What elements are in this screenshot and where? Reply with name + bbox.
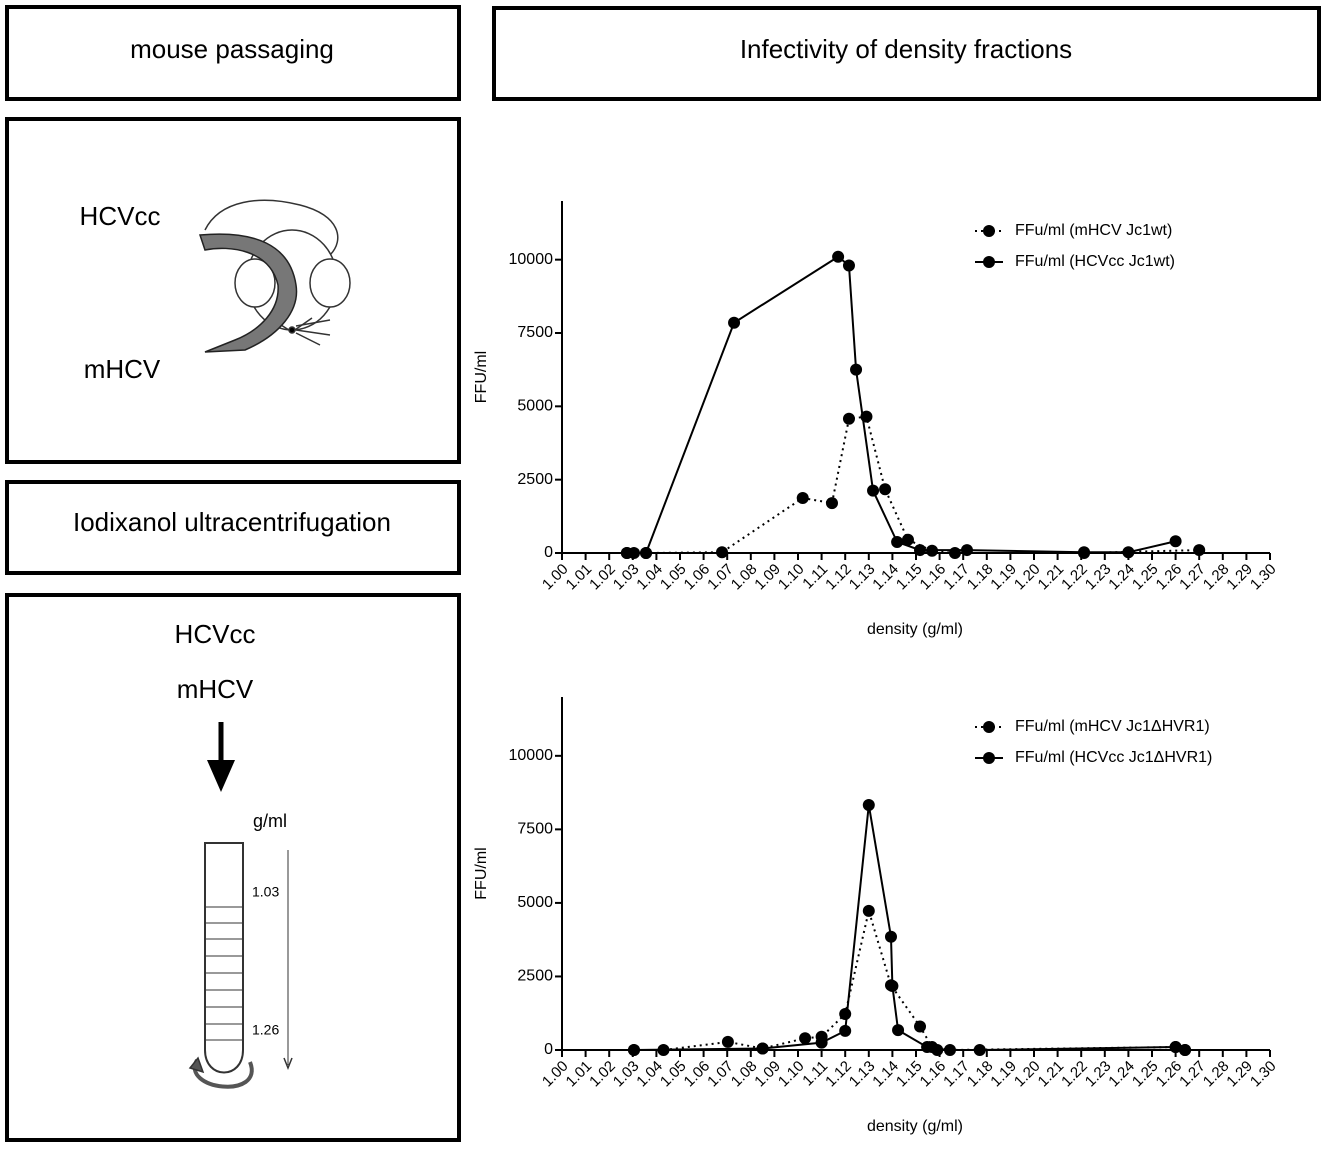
panel-title: Iodixanol ultracentrifugation: [73, 507, 391, 537]
y-axis-label: FFU/ml: [473, 847, 490, 899]
y-tick-label: 5000: [517, 894, 553, 911]
legend-marker: [983, 256, 995, 268]
y-tick-label: 2500: [517, 471, 553, 488]
y-tick-label: 0: [544, 1041, 553, 1058]
data-point: [640, 547, 653, 559]
data-point: [914, 1020, 927, 1033]
data-point: [914, 544, 927, 557]
down-arrow: [207, 722, 235, 792]
series-line: [633, 906, 1186, 1052]
virus-label: HCVcc: [175, 619, 256, 649]
data-point: [867, 484, 880, 497]
data-point: [931, 1044, 944, 1056]
x-tick-label: 1.30: [1247, 1058, 1280, 1091]
legend-marker: [983, 721, 995, 733]
data-point: [721, 1035, 734, 1048]
y-tick-label: 10000: [509, 747, 554, 764]
data-point: [839, 1024, 852, 1037]
data-point: [839, 1007, 852, 1020]
legend-label: FFu/ml (mHCV Jc1wt): [1015, 222, 1172, 239]
y-tick-label: 0: [544, 544, 553, 561]
data-point: [842, 412, 855, 425]
data-point: [1193, 544, 1206, 557]
data-point: [716, 546, 729, 559]
x-axis-label: density (g/ml): [867, 621, 963, 638]
y-tick-label: 2500: [517, 968, 553, 985]
data-point: [832, 250, 845, 263]
data-point: [1078, 546, 1091, 559]
y-tick-label: 7500: [517, 821, 553, 838]
y-tick-label: 7500: [517, 324, 553, 341]
panel-title: Infectivity of density fractions: [740, 34, 1072, 64]
y-tick-label: 10000: [509, 251, 554, 268]
data-point: [879, 483, 892, 496]
y-axis-label: FFU/ml: [473, 351, 490, 403]
data-point: [842, 259, 855, 272]
legend-label: FFu/ml (HCVcc Jc1wt): [1015, 253, 1175, 270]
charts: 0250050007500100001.001.011.021.031.041.…: [473, 201, 1280, 1135]
virus-label: mHCV: [177, 674, 254, 704]
data-point: [862, 904, 875, 917]
data-point: [886, 980, 899, 993]
mouse-illustration: [198, 199, 351, 353]
data-point: [921, 1041, 934, 1054]
panel-box: [5, 117, 461, 464]
data-point: [1179, 1044, 1192, 1056]
data-point: [892, 1024, 905, 1037]
x-axis-label: density (g/ml): [867, 1118, 963, 1135]
series-line: [626, 255, 1176, 554]
y-tick-label: 5000: [517, 398, 553, 415]
legend-marker: [983, 752, 995, 764]
data-point: [850, 363, 863, 376]
data-point: [901, 533, 914, 546]
tube-mark: 1.26: [252, 1022, 279, 1038]
data-point: [799, 1032, 812, 1045]
data-point: [815, 1036, 828, 1049]
panel-box: [5, 480, 461, 575]
legend-label: FFu/ml (mHCV Jc1ΔHVR1): [1015, 718, 1210, 735]
data-point: [960, 544, 973, 557]
data-point: [862, 798, 875, 811]
data-point: [884, 930, 897, 943]
data-point: [891, 536, 904, 548]
virus-label: mHCV: [84, 354, 161, 384]
series-line: [626, 415, 1200, 554]
data-point: [627, 1044, 640, 1056]
panel-box: [5, 5, 461, 101]
data-point: [756, 1042, 769, 1055]
virus-label: HCVcc: [80, 201, 161, 231]
data-point: [1122, 546, 1135, 559]
data-point: [1169, 1041, 1182, 1054]
data-point: [796, 492, 809, 504]
data-point: [1169, 535, 1182, 548]
x-tick-label: 1.30: [1247, 561, 1280, 594]
data-point: [825, 497, 838, 510]
panel-box: [492, 6, 1321, 101]
legend-label: FFu/ml (HCVcc Jc1ΔHVR1): [1015, 749, 1212, 766]
tube-unit: g/ml: [253, 811, 287, 831]
tube: [188, 842, 293, 1089]
legend-marker: [983, 225, 995, 237]
panel-box: [5, 593, 461, 1142]
data-point: [728, 316, 741, 329]
data-point: [620, 547, 633, 559]
data-point: [973, 1044, 986, 1056]
data-point: [948, 547, 961, 559]
tube-mark: 1.03: [252, 884, 279, 900]
panel-title: mouse passaging: [130, 34, 334, 64]
